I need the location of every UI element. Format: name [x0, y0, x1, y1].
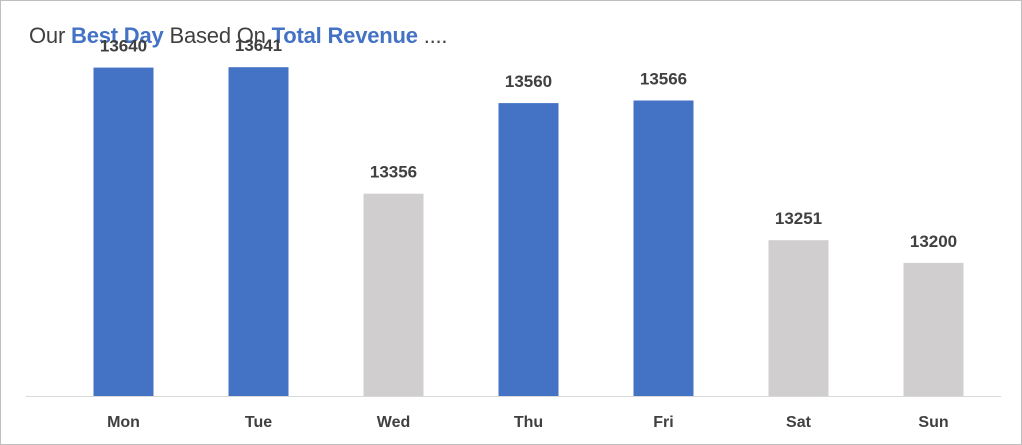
data-label-sat: 13251 — [775, 209, 822, 228]
bar-sun — [903, 262, 964, 396]
x-tick-thu: Thu — [514, 414, 543, 431]
x-tick-fri: Fri — [653, 414, 673, 431]
chart-title: Our Best Day Based On Total Revenue .... — [29, 23, 448, 49]
data-label-fri: 13566 — [640, 70, 687, 89]
title-text: .... — [417, 23, 448, 48]
title-highlight: Total Revenue — [271, 23, 418, 48]
data-label-wed: 13356 — [370, 163, 417, 182]
bar-sat — [768, 240, 829, 396]
x-tick-sun: Sun — [918, 414, 948, 431]
x-tick-tue: Tue — [245, 414, 272, 431]
bar-tue — [228, 67, 289, 396]
bar-wed — [363, 193, 424, 396]
x-tick-wed: Wed — [377, 414, 410, 431]
title-highlight: Best Day — [71, 23, 164, 48]
bar-thu — [498, 103, 559, 396]
title-text: Based On — [163, 23, 272, 48]
data-label-sun: 13200 — [910, 232, 957, 251]
bar-fri — [633, 100, 694, 396]
data-label-thu: 13560 — [505, 72, 552, 91]
x-tick-sat: Sat — [786, 414, 812, 431]
data-label-mon: 13640 — [100, 37, 147, 56]
x-tick-mon: Mon — [107, 414, 140, 431]
data-label-tue: 13641 — [235, 36, 282, 55]
title-text: Our — [29, 23, 71, 48]
bar-mon — [93, 67, 154, 396]
